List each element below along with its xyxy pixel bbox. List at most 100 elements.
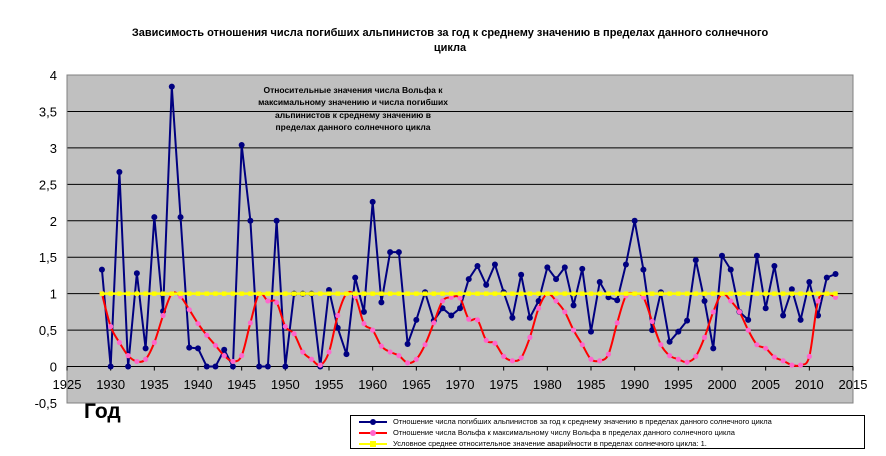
data-point — [108, 291, 113, 296]
data-point — [344, 291, 349, 296]
data-point — [579, 342, 585, 348]
data-point — [518, 291, 524, 296]
data-point — [807, 291, 812, 296]
data-point — [615, 291, 620, 296]
data-point — [649, 291, 655, 296]
data-point — [658, 342, 664, 348]
data-point — [378, 299, 385, 306]
data-point — [256, 291, 262, 296]
data-point — [762, 305, 769, 312]
legend-swatch-red — [359, 429, 387, 436]
data-point — [203, 363, 210, 370]
data-point — [413, 316, 420, 323]
data-point — [780, 312, 787, 319]
x-tick-label: 1975 — [489, 377, 518, 392]
y-tick-label: 2,5 — [39, 177, 57, 192]
data-point — [247, 217, 254, 224]
data-point — [370, 291, 375, 296]
data-point — [526, 314, 533, 321]
data-point — [806, 353, 812, 359]
data-point — [326, 349, 332, 355]
data-point — [736, 309, 743, 315]
data-point — [833, 291, 838, 296]
data-point — [823, 274, 830, 281]
data-point — [309, 291, 314, 296]
x-tick-label: 1990 — [620, 377, 649, 392]
data-point — [291, 331, 297, 337]
data-point — [824, 291, 829, 296]
x-tick-label: 1985 — [577, 377, 606, 392]
data-point — [667, 353, 673, 359]
data-point — [754, 342, 760, 348]
data-point — [395, 249, 402, 256]
data-point — [457, 295, 463, 301]
data-point — [142, 345, 149, 352]
data-point — [631, 217, 638, 224]
data-point — [483, 337, 489, 343]
x-tick-label: 2015 — [839, 377, 868, 392]
data-point — [771, 354, 778, 360]
data-point — [265, 298, 271, 304]
data-point — [431, 320, 437, 326]
data-point — [369, 198, 376, 205]
series-layer — [98, 83, 839, 371]
data-point — [623, 291, 629, 296]
x-tick-label: 2010 — [795, 377, 824, 392]
data-point — [780, 291, 786, 296]
data-point — [379, 291, 384, 296]
y-tick-label: 2 — [50, 214, 57, 229]
data-point — [143, 356, 149, 362]
data-point — [588, 356, 594, 362]
data-point — [474, 317, 481, 323]
data-point — [806, 279, 813, 286]
data-point — [483, 281, 490, 288]
data-point — [300, 349, 306, 355]
data-point — [431, 291, 436, 296]
data-point — [308, 356, 315, 362]
data-point — [387, 349, 393, 355]
data-point — [99, 291, 105, 296]
data-point — [466, 316, 472, 322]
data-point — [789, 291, 795, 296]
data-point — [334, 324, 341, 331]
data-point — [187, 291, 192, 296]
data-point — [580, 291, 585, 296]
data-point — [815, 298, 821, 304]
data-point — [125, 353, 131, 359]
x-tick-label: 1930 — [96, 377, 125, 392]
data-point — [291, 291, 297, 296]
data-point — [282, 323, 288, 330]
data-point — [457, 305, 463, 312]
data-point — [439, 305, 446, 312]
data-point — [684, 291, 690, 296]
axes: -0,5 0 0,5 1 1,5 2 2,5 3 3,5 4 1925 1930 1935 1940 194… — [35, 68, 868, 411]
data-point — [772, 291, 777, 296]
data-point — [125, 363, 132, 370]
data-point — [492, 291, 498, 296]
y-tick-label: 0 — [50, 360, 57, 375]
data-point — [405, 291, 410, 296]
data-point — [570, 302, 577, 309]
data-point — [728, 298, 734, 304]
data-point — [274, 299, 280, 306]
data-point — [588, 328, 594, 335]
data-point — [763, 345, 769, 351]
data-point — [265, 291, 271, 296]
x-tick-label: 1935 — [140, 377, 169, 392]
y-tick-label: 1,5 — [39, 250, 57, 265]
data-point — [422, 291, 428, 296]
data-point — [518, 355, 524, 361]
data-point — [404, 340, 411, 347]
data-point — [491, 261, 498, 268]
data-point — [360, 308, 367, 315]
data-point — [361, 291, 367, 296]
data-point — [501, 353, 507, 359]
data-point — [125, 291, 131, 296]
data-point — [701, 297, 708, 304]
data-point — [264, 363, 271, 370]
data-point — [536, 291, 541, 296]
data-point — [510, 291, 515, 296]
data-point — [527, 291, 533, 296]
data-point — [553, 291, 559, 296]
